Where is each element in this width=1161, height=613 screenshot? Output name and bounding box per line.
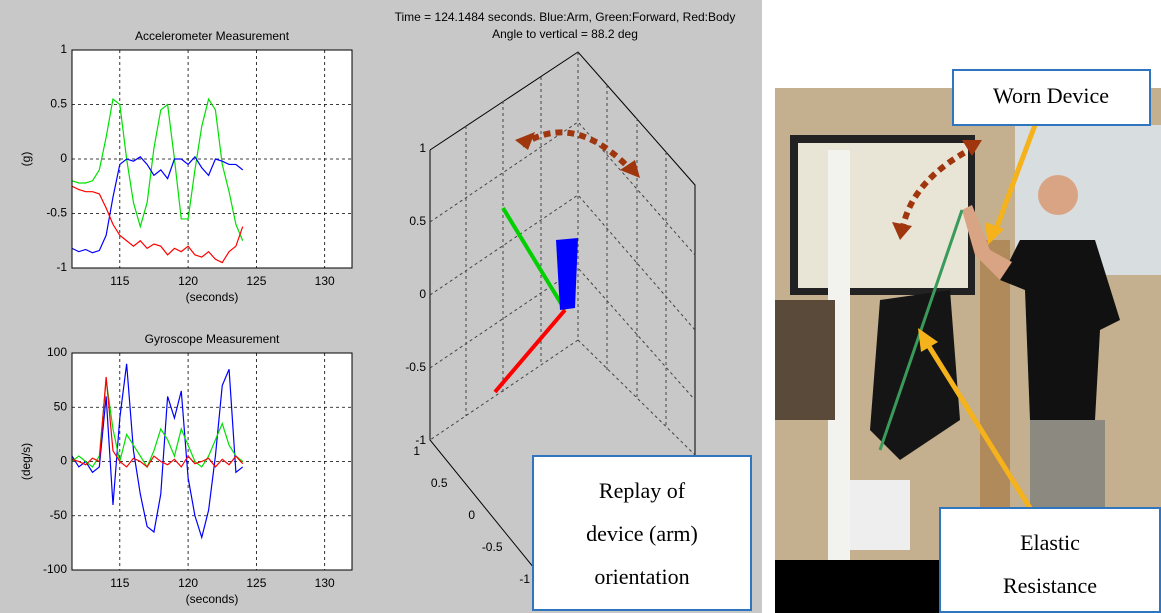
y-axis-label: (deg/s) — [19, 443, 33, 480]
chart-title: Gyroscope Measurement — [145, 332, 280, 346]
box-edges — [429, 150, 561, 601]
y-tick-label-3d: 0 — [468, 508, 475, 522]
axes-box — [71, 352, 353, 571]
shelf — [775, 300, 835, 420]
y-tick-label: 100 — [47, 345, 67, 359]
rotation-arrowheads — [892, 140, 982, 240]
x-axis-label: (seconds) — [186, 592, 239, 606]
y-tick-label-3d: 0.5 — [431, 476, 448, 490]
callout-text: Worn Device — [993, 83, 1109, 108]
y-tick-label: -1 — [56, 260, 67, 274]
x-tick-label: 130 — [315, 576, 335, 590]
grid-3d — [429, 52, 696, 456]
y-tick-label: 0 — [60, 454, 67, 468]
x-tick-label: 130 — [315, 274, 335, 288]
rotation-arrowheads — [515, 132, 640, 178]
callout-box — [952, 69, 1151, 126]
z-tick-label: 1 — [419, 141, 426, 155]
callout-box — [532, 455, 752, 611]
x-tick-label: 115 — [110, 274, 129, 288]
z-tick-label: -0.5 — [405, 360, 426, 374]
z-tick-label: -1 — [415, 433, 426, 447]
x-tick-label: 120 — [178, 274, 198, 288]
y-tick-label-3d: -0.5 — [482, 540, 503, 554]
y-tick-label: -50 — [50, 508, 68, 522]
data-line — [71, 376, 244, 468]
data-line — [71, 155, 244, 254]
rotation-arc — [520, 129, 636, 175]
arm — [962, 205, 1012, 280]
worn-arrow — [992, 124, 1038, 233]
y-tick-label-3d: -1 — [519, 572, 530, 586]
y-axis-label: (g) — [19, 152, 33, 167]
arm-device — [556, 238, 578, 310]
pole — [828, 150, 850, 570]
cabinet — [980, 240, 1010, 540]
data-line — [71, 185, 244, 264]
band — [878, 209, 964, 451]
data-line — [71, 97, 244, 241]
y-tick-label: -0.5 — [46, 206, 67, 220]
x-axis-label: (seconds) — [186, 290, 239, 304]
x-tick-label: 125 — [246, 274, 266, 288]
callout-box — [939, 507, 1161, 613]
elastic-arrow — [922, 338, 1033, 510]
elastic-arrowhead — [918, 328, 938, 352]
z-tick-label: 0 — [419, 287, 426, 301]
callout-text: Resistance — [1003, 573, 1097, 598]
orientation-box — [429, 51, 696, 601]
pipe — [850, 480, 910, 550]
z-tick-label: 0.5 — [409, 214, 426, 228]
head — [1038, 175, 1078, 215]
y-tick-label: 1 — [60, 42, 67, 56]
callout-text: orientation — [594, 564, 689, 589]
view-title: Time = 124.1484 seconds. Blue:Arm, Green… — [395, 10, 736, 24]
chart-title: Accelerometer Measurement — [135, 29, 290, 43]
y-tick-label: -100 — [43, 562, 67, 576]
x-tick-label: 115 — [110, 576, 129, 590]
worn-arrowhead — [985, 222, 1004, 245]
y-tick-label: 50 — [54, 399, 68, 413]
view-subtitle: Angle to vertical = 88.2 deg — [492, 27, 638, 41]
rotation-arc — [899, 144, 977, 233]
axes-box — [71, 49, 353, 269]
photo — [775, 88, 1161, 613]
callout-text: Replay of — [599, 478, 686, 503]
y-tick-label: 0.5 — [50, 97, 67, 111]
y-tick-label-3d: 1 — [413, 444, 420, 458]
callout-text: device (arm) — [586, 521, 698, 546]
shirt — [1000, 240, 1120, 420]
x-tick-label: 125 — [246, 576, 266, 590]
callout-text: Elastic — [1020, 530, 1080, 555]
y-tick-label: 0 — [60, 151, 67, 165]
x-tick-label: 120 — [178, 576, 198, 590]
forward-vector — [501, 206, 567, 312]
body-vector — [493, 308, 567, 394]
